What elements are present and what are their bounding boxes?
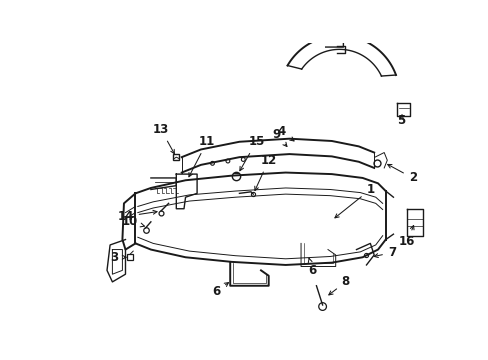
- Text: 6: 6: [307, 258, 316, 277]
- Text: 8: 8: [328, 275, 349, 295]
- Text: 7: 7: [373, 246, 395, 259]
- Text: 11: 11: [188, 135, 215, 177]
- Text: 6: 6: [212, 283, 228, 298]
- Text: 14: 14: [117, 210, 157, 223]
- Text: 4: 4: [277, 125, 293, 141]
- Text: 13: 13: [152, 123, 174, 154]
- Text: 2: 2: [387, 165, 416, 184]
- Text: 16: 16: [398, 225, 415, 248]
- Text: 1: 1: [334, 183, 374, 218]
- Text: 9: 9: [272, 127, 286, 147]
- Text: 3: 3: [110, 251, 126, 264]
- Text: 15: 15: [240, 135, 264, 171]
- Text: 5: 5: [396, 114, 405, 127]
- Text: 10: 10: [122, 215, 144, 228]
- Text: 12: 12: [254, 154, 276, 190]
